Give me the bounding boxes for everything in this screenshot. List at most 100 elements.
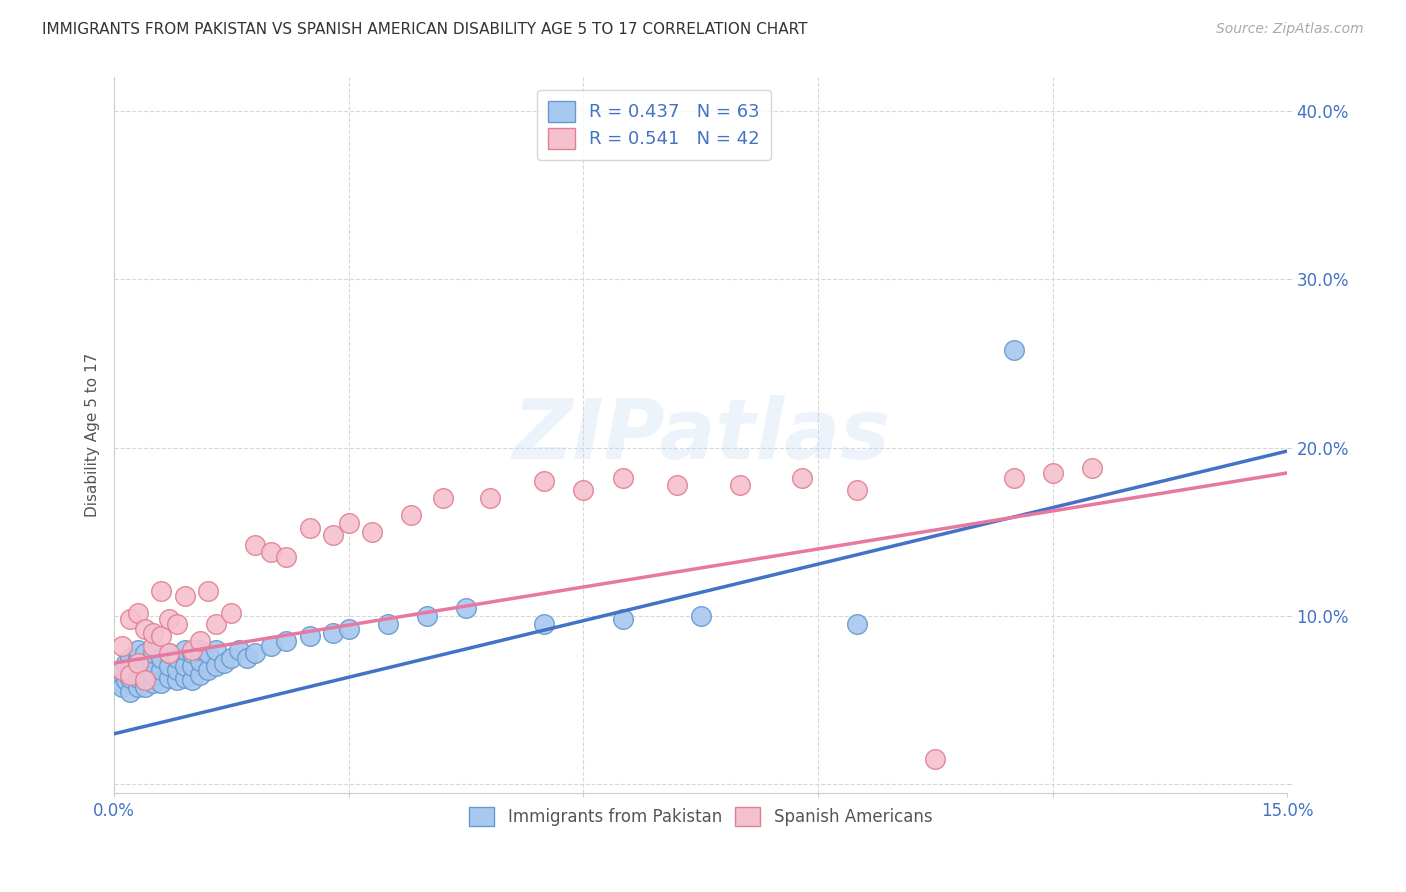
Point <box>322 528 344 542</box>
Point <box>236 651 259 665</box>
Point <box>1042 466 1064 480</box>
Point <box>173 589 195 603</box>
Point <box>134 668 156 682</box>
Point <box>188 654 211 668</box>
Point <box>205 617 228 632</box>
Point <box>212 656 235 670</box>
Point <box>134 659 156 673</box>
Point <box>118 684 141 698</box>
Point <box>127 671 149 685</box>
Point <box>228 642 250 657</box>
Point <box>197 646 219 660</box>
Point <box>127 656 149 670</box>
Point <box>533 617 555 632</box>
Point <box>142 668 165 682</box>
Point <box>243 646 266 660</box>
Point <box>1002 343 1025 357</box>
Point <box>134 680 156 694</box>
Point <box>157 646 180 660</box>
Point <box>157 671 180 685</box>
Point <box>142 639 165 653</box>
Point <box>221 606 243 620</box>
Point <box>337 516 360 531</box>
Point <box>298 629 321 643</box>
Point <box>188 642 211 657</box>
Point <box>118 671 141 685</box>
Point <box>115 673 138 687</box>
Point <box>173 642 195 657</box>
Point <box>924 752 946 766</box>
Point <box>111 663 134 677</box>
Point <box>142 646 165 660</box>
Point <box>1081 461 1104 475</box>
Point <box>322 625 344 640</box>
Point <box>166 663 188 677</box>
Point <box>118 659 141 673</box>
Point <box>846 483 869 497</box>
Point <box>728 477 751 491</box>
Point <box>846 617 869 632</box>
Point <box>134 673 156 687</box>
Point <box>118 612 141 626</box>
Point <box>612 612 634 626</box>
Point <box>181 659 204 673</box>
Point <box>173 671 195 685</box>
Point <box>134 646 156 660</box>
Y-axis label: Disability Age 5 to 17: Disability Age 5 to 17 <box>86 353 100 517</box>
Point <box>197 583 219 598</box>
Point <box>111 680 134 694</box>
Point <box>127 642 149 657</box>
Point <box>533 475 555 489</box>
Point <box>1002 471 1025 485</box>
Point <box>361 524 384 539</box>
Point <box>792 471 814 485</box>
Point <box>572 483 595 497</box>
Point <box>298 521 321 535</box>
Point <box>689 609 711 624</box>
Point <box>173 659 195 673</box>
Point <box>127 659 149 673</box>
Point <box>181 673 204 687</box>
Point <box>456 600 478 615</box>
Point <box>157 646 180 660</box>
Point <box>181 646 204 660</box>
Text: ZIPatlas: ZIPatlas <box>512 394 890 475</box>
Point <box>205 659 228 673</box>
Point <box>221 651 243 665</box>
Point <box>188 668 211 682</box>
Point <box>150 663 173 677</box>
Point <box>197 663 219 677</box>
Point <box>142 625 165 640</box>
Point <box>416 609 439 624</box>
Point <box>276 634 298 648</box>
Point <box>142 656 165 670</box>
Legend: Immigrants from Pakistan, Spanish Americans: Immigrants from Pakistan, Spanish Americ… <box>461 798 941 834</box>
Point <box>157 612 180 626</box>
Text: IMMIGRANTS FROM PAKISTAN VS SPANISH AMERICAN DISABILITY AGE 5 TO 17 CORRELATION : IMMIGRANTS FROM PAKISTAN VS SPANISH AMER… <box>42 22 807 37</box>
Point <box>166 651 188 665</box>
Text: Source: ZipAtlas.com: Source: ZipAtlas.com <box>1216 22 1364 37</box>
Point <box>111 676 134 690</box>
Point <box>478 491 501 505</box>
Point <box>337 623 360 637</box>
Point <box>150 676 173 690</box>
Point <box>127 651 149 665</box>
Point <box>377 617 399 632</box>
Point <box>276 550 298 565</box>
Point <box>243 538 266 552</box>
Point <box>118 651 141 665</box>
Point <box>150 629 173 643</box>
Point <box>142 676 165 690</box>
Point <box>666 477 689 491</box>
Point <box>166 617 188 632</box>
Point <box>150 651 173 665</box>
Point <box>188 634 211 648</box>
Point <box>127 606 149 620</box>
Point <box>127 680 149 694</box>
Point <box>150 583 173 598</box>
Point <box>118 668 141 682</box>
Point <box>259 639 281 653</box>
Point <box>107 668 129 682</box>
Point <box>181 642 204 657</box>
Point <box>157 659 180 673</box>
